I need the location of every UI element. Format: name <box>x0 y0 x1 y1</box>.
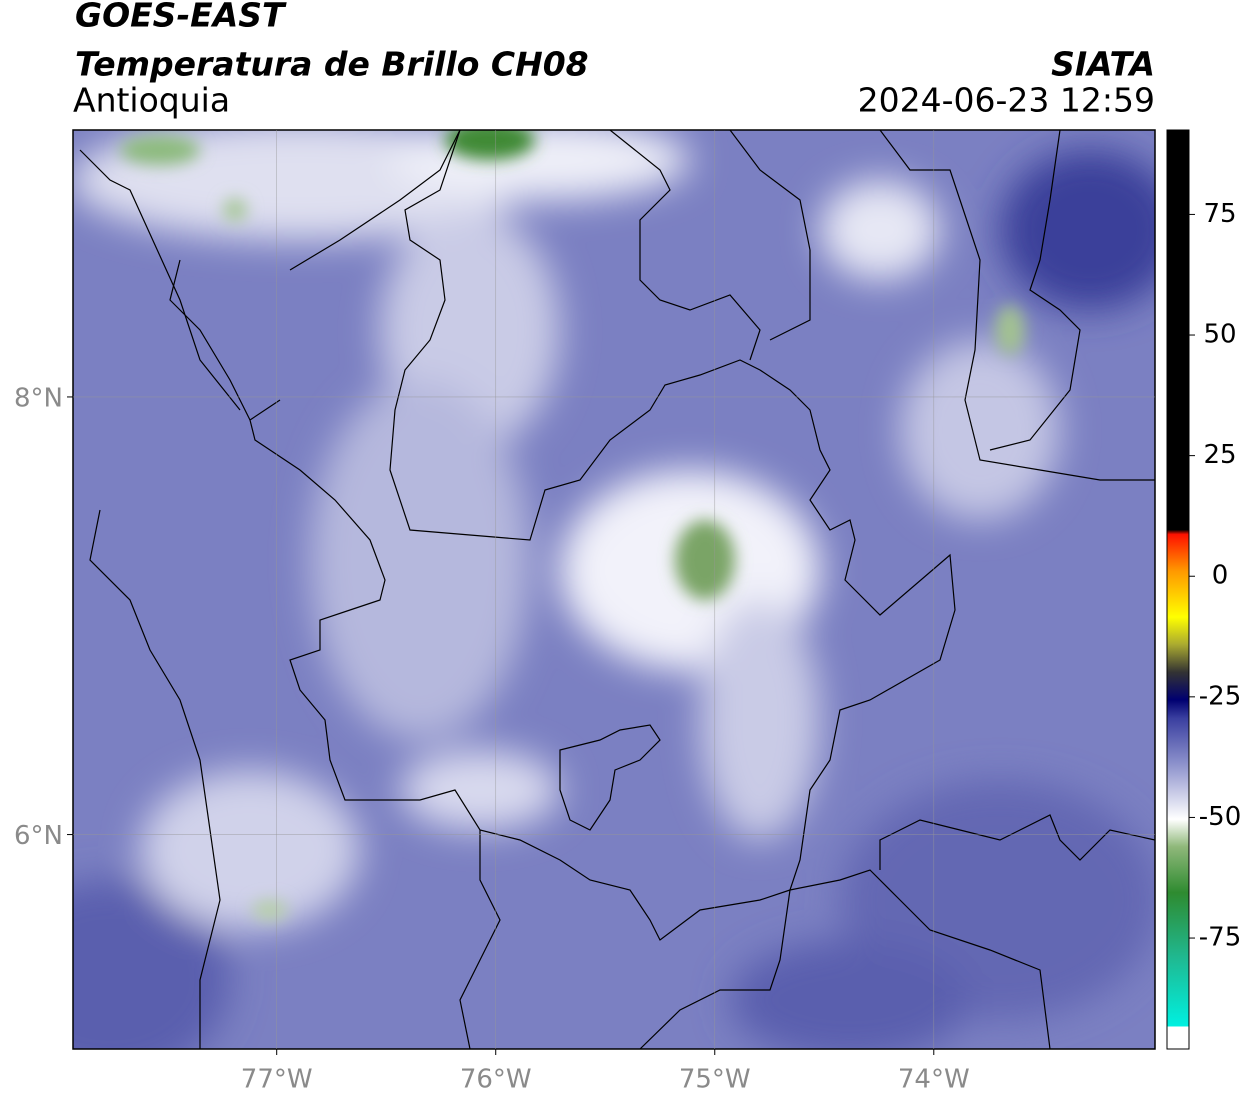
colorbar-tick-label: 75 <box>1203 199 1236 229</box>
y-tick-label: 8°N <box>14 383 63 413</box>
region: Antioquia <box>73 81 230 120</box>
colorbar-tick-label: -75 <box>1199 923 1241 953</box>
y-tick-label: 6°N <box>14 821 63 851</box>
title: GOES-EAST <box>75 0 287 35</box>
colorbar <box>1166 129 1190 1050</box>
colorbar-tick-label: 25 <box>1203 440 1236 470</box>
x-tick-label: 77°W <box>241 1065 313 1095</box>
colorbar-tick-label: 50 <box>1203 320 1236 350</box>
colorbar-tick-label: -25 <box>1199 681 1241 711</box>
datetime: 2024-06-23 12:59 <box>858 81 1155 120</box>
x-tick-label: 74°W <box>898 1065 970 1095</box>
x-tick-label: 76°W <box>460 1065 532 1095</box>
colorbar-tick-label: 0 <box>1212 561 1229 591</box>
colorbar-tick-label: -50 <box>1199 802 1241 832</box>
source: SIATA <box>1051 45 1155 84</box>
subtitle: Temperatura de Brillo CH08 <box>75 45 589 84</box>
borders <box>79 130 1155 1049</box>
map-frame <box>72 129 1156 1050</box>
satellite-image <box>73 130 1155 1049</box>
x-tick-label: 75°W <box>679 1065 751 1095</box>
